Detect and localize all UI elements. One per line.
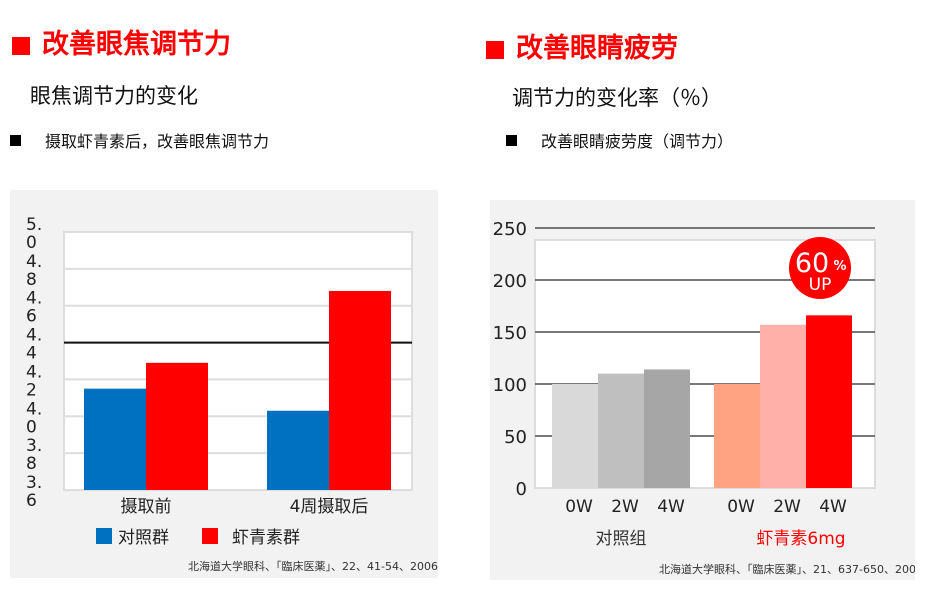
- legend-swatch: [96, 528, 112, 544]
- badge-percent: %: [833, 259, 846, 274]
- bullet-square-icon: [506, 135, 517, 146]
- right-note: 改善眼睛疲劳度（调节力）: [506, 128, 733, 152]
- legend-label: 对照群: [118, 528, 169, 548]
- group-label: 虾青素6mg: [756, 529, 845, 549]
- legend-label: 虾青素群: [232, 528, 300, 548]
- bar-4W: [806, 315, 852, 488]
- y-tick-label: 0: [516, 479, 527, 500]
- bar-对照群: [267, 410, 329, 490]
- bar-虾青素群: [329, 290, 391, 490]
- right-heading-text: 改善眼睛疲劳: [516, 33, 678, 64]
- x-tick-label: 0W: [565, 497, 593, 517]
- y-tick-label: 4. 6: [26, 289, 42, 327]
- badge-up: UP: [809, 275, 832, 295]
- x-tick-label: 2W: [773, 497, 801, 517]
- bullet-square-icon: [10, 135, 21, 146]
- x-tick-label: 0W: [727, 497, 755, 517]
- left-chart-panel: 5. 0 4. 8 4. 6 4. 4 4. 2 4. 0 3. 8 3. 6 摄取前 4周摄取后对照群 虾青素群北…: [10, 190, 438, 578]
- bar-虾青素群: [146, 362, 208, 490]
- right-heading: 改善眼睛疲劳: [486, 26, 678, 65]
- bar-2W: [760, 324, 806, 488]
- bar-对照群: [84, 388, 146, 490]
- bar-4W: [644, 369, 690, 488]
- right-chart-panel: 250 200 150 100 50 0 0W 2W 4W 对照组 0W 2W 4W 虾青素6mg 60% U…: [490, 200, 923, 580]
- left-note-text: 摄取虾青素后，改善眼焦调节力: [45, 132, 270, 151]
- y-tick-label: 4. 2: [26, 362, 42, 400]
- y-tick-label: 4. 0: [26, 399, 42, 437]
- y-tick-label: 3. 6: [26, 473, 42, 511]
- left-heading-text: 改善眼焦调节力: [42, 29, 231, 60]
- legend-swatch: [202, 528, 218, 544]
- right-subtitle: 调节力的变化率（％）: [512, 86, 722, 110]
- x-category-label: 4周摄取后: [290, 497, 369, 517]
- x-tick-label: 4W: [657, 497, 685, 517]
- bar-0W: [714, 384, 760, 488]
- left-subtitle: 眼焦调节力的变化: [30, 84, 198, 108]
- x-tick-label: 4W: [819, 497, 847, 517]
- y-tick-label: 250: [493, 219, 527, 240]
- left-heading: 改善眼焦调节力: [12, 22, 231, 61]
- y-tick-label: 100: [493, 375, 527, 396]
- right-note-text: 改善眼睛疲劳度（调节力）: [541, 132, 734, 151]
- bar-2W: [598, 373, 644, 488]
- x-category-label: 摄取前: [121, 497, 172, 517]
- bar-0W: [552, 384, 598, 488]
- y-tick-label: 3. 8: [26, 436, 42, 474]
- badge-number: 60: [795, 248, 829, 279]
- y-tick-label: 4. 4: [26, 326, 42, 364]
- group-label: 对照组: [596, 529, 647, 549]
- red-square-icon: [486, 40, 504, 59]
- x-tick-label: 2W: [611, 497, 639, 517]
- y-tick-label: 200: [493, 271, 527, 292]
- source-citation: 北海道大学眼科、「臨床医薬」、22、41-54、2006: [188, 559, 438, 573]
- y-tick-label: 4. 8: [26, 252, 42, 290]
- left-note: 摄取虾青素后，改善眼焦调节力: [10, 128, 269, 152]
- badge-60-percent-up: [789, 237, 851, 299]
- source-citation: 北海道大学眼科、「臨床医薬」、21、637-650、2005: [659, 562, 915, 576]
- y-tick-label: 5. 0: [26, 215, 42, 253]
- y-tick-label: 150: [493, 323, 527, 344]
- y-tick-label: 50: [504, 427, 527, 448]
- red-square-icon: [12, 36, 30, 55]
